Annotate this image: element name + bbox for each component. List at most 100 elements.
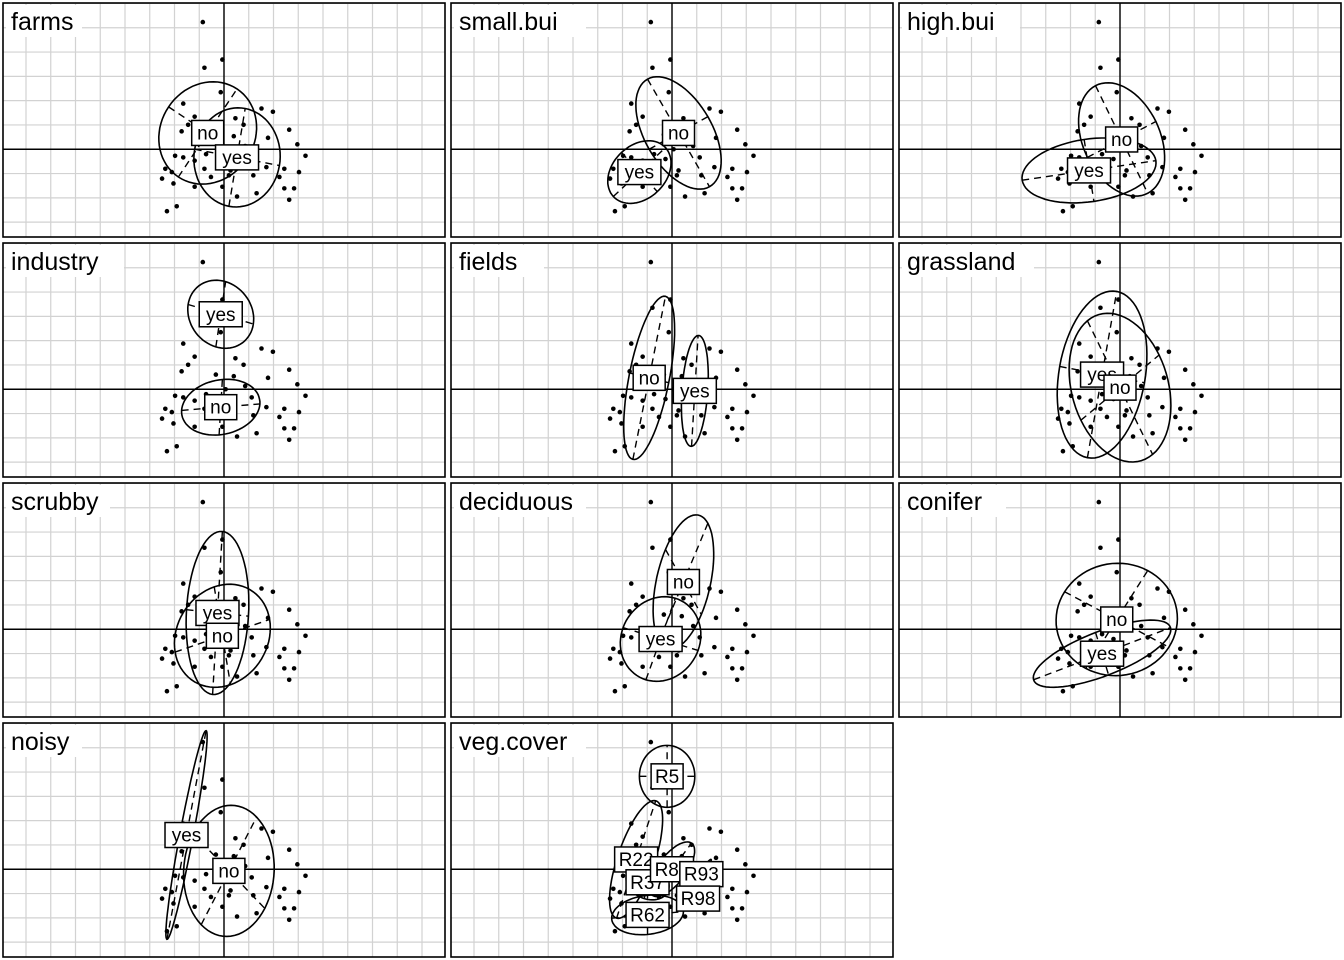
ellipse-axis bbox=[1022, 159, 1156, 181]
data-point bbox=[707, 106, 712, 111]
ellipse-axis bbox=[215, 281, 227, 347]
data-point bbox=[185, 362, 191, 368]
data-point bbox=[1059, 406, 1064, 412]
group-label-text: yes bbox=[203, 603, 233, 624]
data-point bbox=[734, 847, 740, 852]
group-label-text: yes bbox=[206, 305, 236, 326]
data-point bbox=[282, 886, 287, 892]
data-point bbox=[671, 146, 676, 152]
group-label-text: yes bbox=[172, 826, 202, 847]
data-point bbox=[739, 666, 745, 671]
data-point bbox=[159, 176, 165, 181]
data-point bbox=[220, 57, 225, 62]
data-point bbox=[171, 661, 176, 666]
data-point bbox=[633, 602, 639, 608]
group-label-no: no bbox=[190, 119, 225, 147]
data-point bbox=[699, 653, 704, 658]
data-point bbox=[291, 426, 297, 431]
data-point bbox=[1096, 259, 1102, 265]
data-point bbox=[213, 372, 219, 377]
panel-title: high.bui bbox=[907, 8, 995, 36]
data-point bbox=[1187, 666, 1193, 671]
data-point bbox=[169, 409, 175, 415]
group-label-text: no bbox=[212, 626, 233, 647]
data-point bbox=[259, 346, 264, 351]
data-point bbox=[218, 809, 224, 815]
panel-title-background bbox=[6, 725, 82, 757]
data-point bbox=[674, 653, 680, 658]
data-point bbox=[259, 586, 264, 591]
data-point bbox=[702, 910, 707, 916]
group-label-no: no bbox=[1099, 606, 1134, 633]
data-point bbox=[241, 602, 246, 608]
data-point bbox=[233, 115, 238, 121]
data-point bbox=[640, 114, 645, 119]
data-point bbox=[174, 204, 180, 209]
data-point bbox=[1199, 153, 1204, 159]
data-point bbox=[1114, 569, 1120, 575]
data-point bbox=[1129, 595, 1134, 601]
data-point bbox=[1166, 109, 1172, 115]
group-label-yes: yes bbox=[195, 599, 240, 627]
data-point bbox=[286, 127, 292, 132]
data-point bbox=[617, 889, 623, 895]
group-label-yes: yes bbox=[214, 144, 260, 171]
data-point bbox=[612, 448, 618, 454]
panel-title-background bbox=[902, 245, 1034, 277]
ellipse-axis bbox=[632, 296, 667, 460]
data-point bbox=[1116, 184, 1121, 190]
data-point bbox=[203, 151, 209, 157]
data-point bbox=[725, 174, 730, 180]
data-point bbox=[1068, 153, 1074, 159]
data-point bbox=[734, 607, 740, 612]
data-point bbox=[661, 612, 667, 617]
data-point bbox=[1182, 677, 1188, 683]
data-point bbox=[1116, 537, 1121, 542]
ellipse-axis bbox=[194, 148, 280, 167]
data-point bbox=[744, 889, 750, 895]
group-label-text: R93 bbox=[684, 865, 719, 886]
data-point bbox=[734, 437, 740, 443]
data-point bbox=[202, 545, 207, 551]
data-point bbox=[286, 367, 292, 372]
data-point bbox=[159, 656, 165, 661]
panel-title: fields bbox=[459, 248, 517, 276]
group-label-text: no bbox=[668, 123, 689, 144]
data-point bbox=[1099, 631, 1105, 637]
data-point bbox=[1145, 395, 1151, 400]
ellipse-no bbox=[173, 583, 272, 689]
data-point bbox=[1155, 106, 1160, 111]
data-point bbox=[259, 826, 264, 831]
data-point bbox=[707, 826, 712, 831]
data-point bbox=[296, 649, 302, 655]
data-point bbox=[739, 906, 745, 911]
data-point bbox=[213, 852, 219, 857]
data-point bbox=[163, 166, 168, 172]
data-point bbox=[1116, 424, 1121, 430]
data-point bbox=[650, 65, 655, 71]
ellipse-yes bbox=[619, 595, 702, 683]
data-point bbox=[751, 153, 756, 159]
data-point bbox=[180, 395, 186, 400]
data-point bbox=[666, 329, 672, 335]
data-point bbox=[1096, 499, 1102, 505]
data-point bbox=[651, 391, 657, 397]
panel-title: farms bbox=[11, 8, 74, 36]
data-point bbox=[739, 186, 745, 191]
data-point bbox=[286, 677, 292, 683]
data-point bbox=[674, 173, 680, 178]
data-point bbox=[611, 166, 616, 172]
data-point bbox=[640, 354, 645, 359]
data-point bbox=[180, 341, 186, 346]
panel-frame bbox=[2, 722, 446, 958]
data-point bbox=[730, 886, 735, 892]
data-point bbox=[180, 101, 186, 106]
data-point bbox=[171, 181, 176, 186]
ellipse-axis bbox=[1059, 365, 1145, 384]
data-point bbox=[1178, 646, 1183, 652]
data-point bbox=[1098, 305, 1103, 311]
data-point bbox=[628, 395, 634, 400]
